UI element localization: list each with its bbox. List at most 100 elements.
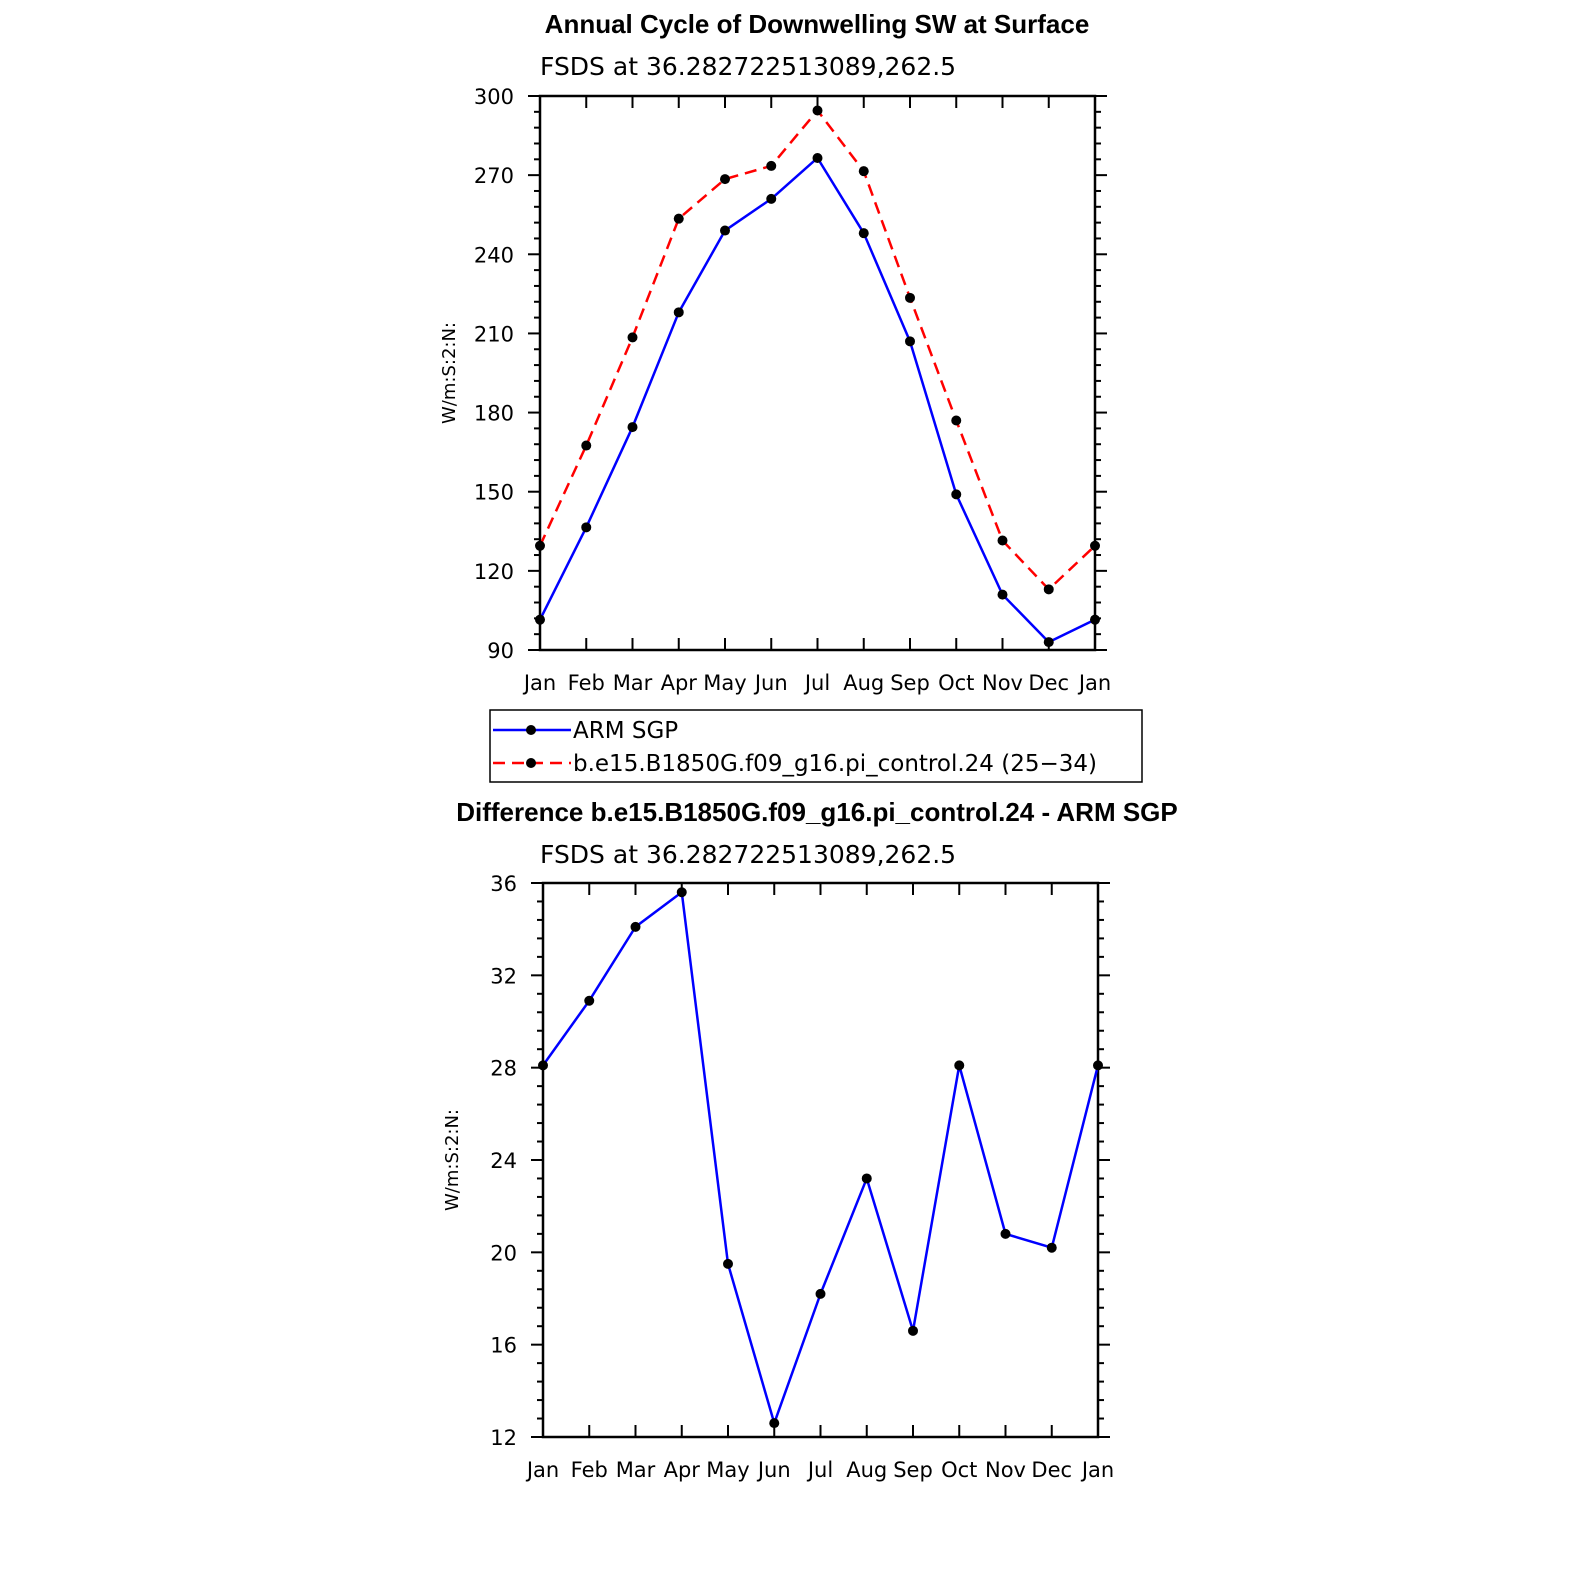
chart1-xtick-label: Oct <box>938 671 974 695</box>
chart1-xtick-label: Dec <box>1028 671 1069 695</box>
chart2-ytick-label: 16 <box>490 1334 517 1358</box>
legend-label-model: b.e15.B1850G.f09_g16.pi_control.24 (25−3… <box>573 751 1097 777</box>
chart1-series-2-point <box>858 166 869 177</box>
chart1-series-2-point <box>997 535 1008 546</box>
chart1-series-1-point <box>812 152 823 163</box>
chart1-series-2-point <box>1090 540 1100 551</box>
chart2-series-1-point <box>954 1060 965 1071</box>
chart1-xtick-label: Mar <box>613 671 653 695</box>
chart1-xtick-label: Jul <box>803 671 830 695</box>
chart1-series-2-point <box>905 292 915 303</box>
chart1-series-line-1 <box>538 156 1096 644</box>
chart1-series-1-point <box>858 228 869 239</box>
chart1-ytick-label: 150 <box>474 481 514 505</box>
chart1-series-2-point <box>535 540 545 551</box>
chart2-ytick-label: 36 <box>490 872 517 896</box>
chart2-xtick-label: Jan <box>1080 1458 1114 1482</box>
chart2-series-1-point <box>584 995 595 1006</box>
chart2-xtick-label: Aug <box>846 1458 887 1482</box>
chart2-series-1-point <box>1046 1242 1057 1253</box>
chart1-series-2-point <box>951 415 962 426</box>
chart1-series-2-point <box>581 440 592 451</box>
chart1-ylabel: W/m:S:2:N: <box>439 322 460 424</box>
chart2-xtick-label: Feb <box>571 1458 608 1482</box>
chart1-ytick-label: 210 <box>474 322 514 346</box>
chart1-series-1-point <box>905 336 915 347</box>
chart2-series-1-point <box>769 1418 780 1429</box>
chart1-ytick-label: 270 <box>474 164 514 188</box>
chart1-series-1-point <box>1090 614 1100 625</box>
chart2-series-1-point <box>861 1173 872 1184</box>
chart2-ytick-label: 12 <box>490 1426 517 1450</box>
chart1-xtick-label: May <box>703 671 746 695</box>
legend: ARM SGP b.e15.B1850G.f09_g16.pi_control.… <box>489 709 1143 783</box>
chart1-xtick-label: Sep <box>890 671 930 695</box>
chart2-ytick-label: 24 <box>490 1149 517 1173</box>
chart2-series-1-point <box>723 1258 733 1269</box>
chart2-xtick-label: May <box>706 1458 749 1482</box>
chart1-series-1-point <box>766 193 777 204</box>
legend-box <box>489 709 1143 783</box>
chart2-xtick-label: Sep <box>893 1458 933 1482</box>
chart2-xtick-label: Dec <box>1031 1458 1072 1482</box>
chart2-series-1-point <box>815 1288 826 1299</box>
chart2-xtick-label: Nov <box>985 1458 1026 1482</box>
chart2-ytick-label: 28 <box>490 1057 517 1081</box>
chart1-ytick-label: 240 <box>474 243 514 267</box>
chart2-xtick-label: Apr <box>664 1458 701 1482</box>
chart2-ylabel: W/m:S:2:N: <box>442 1109 463 1211</box>
legend-label-arm-sgp: ARM SGP <box>573 718 678 744</box>
chart1-series-2-point <box>673 213 684 224</box>
chart1-ytick-label: 300 <box>474 85 514 109</box>
chart1-xtick-label: Jun <box>753 671 788 695</box>
chart2-series-1-point <box>1093 1060 1103 1071</box>
chart2-series-line-1 <box>541 890 1100 1425</box>
chart2-series-1-point <box>676 887 687 898</box>
chart2-ytick-label: 20 <box>490 1241 517 1265</box>
legend-marker-arm-sgp <box>526 725 536 735</box>
chart1-series-1-point <box>997 589 1008 600</box>
chart1-series-1-point <box>627 422 638 433</box>
chart1-series-1-point <box>673 307 684 318</box>
chart1-subtitle: FSDS at 36.282722513089,262.5 <box>540 52 956 81</box>
chart1-series-line-2 <box>538 109 1096 591</box>
chart1-xtick-label: Nov <box>982 671 1023 695</box>
chart1-series-2-point <box>812 105 823 116</box>
chart1-frame <box>538 94 1097 652</box>
chart2-xtick-label: Jul <box>806 1458 833 1482</box>
chart1-plot: Jan Feb Mar Apr May Jun Jul Aug Sep Oct Nov Dec Jan 9… <box>439 85 1111 695</box>
chart1-series-1-point <box>581 522 592 533</box>
chart1-series-1-point <box>951 489 962 500</box>
chart1-xtick-label: Jan <box>1077 671 1111 695</box>
chart2-subtitle: FSDS at 36.282722513089,262.5 <box>540 840 956 869</box>
chart1-title: Annual Cycle of Downwelling SW at Surfac… <box>545 9 1090 39</box>
chart1-series-1-point <box>535 614 545 625</box>
chart1-ytick-label: 90 <box>487 639 514 663</box>
legend-marker-model <box>526 758 536 768</box>
chart2-plot: Jan Feb Mar Apr May Jun Jul Aug Sep Oct Nov Dec Jan 1… <box>442 872 1114 1482</box>
chart2-series-1-point <box>908 1325 918 1336</box>
chart1-series-2-point <box>1043 584 1054 595</box>
chart1-series-1-point <box>1043 637 1054 648</box>
chart2-series-1-point <box>538 1060 548 1071</box>
chart2-frame <box>541 881 1100 1439</box>
chart1-series-2-point <box>720 174 730 185</box>
chart1-series-2-point <box>766 160 777 171</box>
chart1-xtick-label: Feb <box>568 671 605 695</box>
chart1-xtick-label: Aug <box>843 671 884 695</box>
chart2-xtick-label: Jun <box>756 1458 791 1482</box>
chart2-xtick-label: Jan <box>525 1458 559 1482</box>
chart1-ytick-label: 180 <box>474 402 514 426</box>
chart1-series-1-point <box>720 225 730 236</box>
chart2-ytick-label: 32 <box>490 964 517 988</box>
chart2-title: Difference b.e15.B1850G.f09_g16.pi_contr… <box>456 797 1178 827</box>
chart1-ytick-label: 120 <box>474 560 514 584</box>
chart1-series-2-point <box>627 332 638 343</box>
chart2-series-1-point <box>630 921 641 932</box>
chart2-series-1-point <box>1000 1228 1011 1239</box>
chart2-xtick-label: Mar <box>616 1458 656 1482</box>
chart1-xtick-label: Apr <box>661 671 698 695</box>
chart2-xtick-label: Oct <box>941 1458 977 1482</box>
chart1-xtick-label: Jan <box>522 671 556 695</box>
